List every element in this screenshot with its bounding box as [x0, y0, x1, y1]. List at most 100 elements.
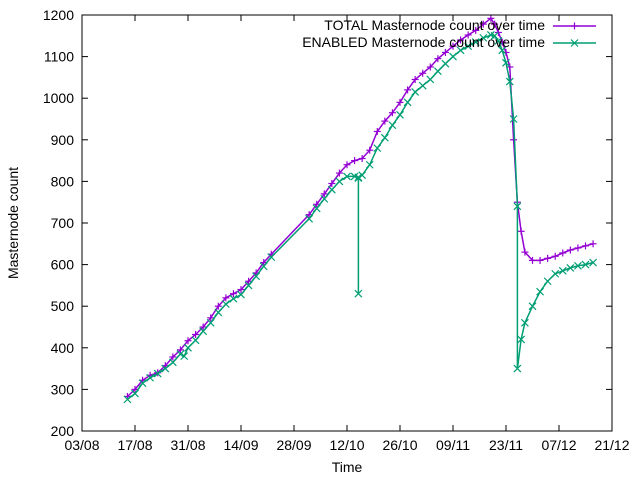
x-tick-label: 07/12: [541, 437, 576, 453]
data-point: [471, 38, 480, 46]
data-point: [229, 294, 238, 303]
data-point: [161, 364, 170, 373]
data-point: [191, 336, 200, 345]
data-point: [513, 202, 522, 211]
data-point: [543, 277, 552, 286]
data-point: [490, 31, 499, 40]
data-point: [559, 249, 567, 257]
data-point: [222, 294, 230, 302]
data-point: [589, 258, 597, 267]
data-point: [505, 77, 514, 86]
y-tick-label: 300: [51, 381, 75, 397]
data-point: [498, 46, 507, 55]
data-point: [528, 302, 537, 311]
data-point: [214, 302, 222, 310]
data-point: [388, 121, 397, 130]
data-point: [358, 171, 367, 180]
data-point: [354, 289, 363, 298]
x-tick-label: 12/10: [329, 437, 364, 453]
data-point: [237, 286, 245, 294]
data-point: [517, 335, 526, 344]
data-point: [176, 350, 185, 358]
data-point: [551, 269, 560, 278]
data-point: [536, 287, 544, 296]
x-tick-label: 23/11: [489, 437, 523, 453]
y-tick-label: 900: [51, 132, 75, 148]
data-point: [566, 246, 574, 254]
data-point: [373, 127, 381, 135]
x-tick-label: 14/09: [223, 437, 258, 453]
legend-marker: [570, 39, 579, 47]
data-point: [418, 81, 427, 90]
y-tick-label: 600: [51, 257, 75, 273]
data-point: [434, 55, 442, 63]
y-axis-label: Masternode count: [5, 167, 21, 279]
data-point: [373, 144, 382, 153]
data-point: [396, 110, 404, 119]
data-point: [491, 20, 499, 28]
data-point: [252, 272, 261, 281]
data-point: [558, 266, 567, 275]
data-point: [146, 373, 155, 382]
legend-sample-total: [553, 22, 596, 30]
data-point: [419, 69, 427, 77]
y-tick-label: 1100: [44, 49, 74, 65]
data-point: [184, 343, 192, 352]
data-point: [358, 155, 366, 163]
y-axis-ticks: 200 300 400 500 600 700 800 900 1000 1100 1200: [43, 7, 612, 439]
data-point: [351, 157, 359, 165]
data-point: [153, 369, 162, 378]
data-point: [457, 36, 465, 44]
data-point: [312, 204, 321, 213]
legend-marker: [571, 22, 578, 30]
data-point: [221, 300, 230, 309]
legend-label-total: TOTAL Masternode count over time: [324, 17, 545, 33]
data-point: [536, 256, 544, 264]
data-point: [214, 308, 223, 317]
x-axis-ticks: 03/08 17/08 31/08 14/09 28/09 12/10 26/10 09/11…: [64, 15, 630, 453]
data-point: [343, 172, 351, 181]
data-point: [244, 281, 253, 290]
data-point: [574, 244, 582, 252]
y-tick-label: 200: [51, 423, 75, 439]
data-point: [131, 389, 139, 398]
data-point: [517, 227, 525, 235]
data-point: [335, 177, 344, 186]
y-tick-label: 1200: [43, 7, 74, 23]
y-tick-label: 1000: [43, 90, 74, 106]
data-point: [404, 86, 412, 94]
data-point: [229, 290, 237, 298]
series-line: [126, 34, 594, 400]
data-point: [529, 256, 536, 264]
data-point: [582, 242, 589, 250]
data-point: [237, 290, 245, 299]
data-point: [199, 323, 207, 331]
data-point: [328, 179, 336, 187]
data-point: [426, 63, 434, 71]
data-point: [426, 75, 435, 84]
data-point: [335, 169, 343, 177]
x-tick-label: 28/09: [276, 437, 311, 453]
data-point: [180, 352, 189, 361]
series-enabled: [123, 31, 597, 404]
data-point: [396, 98, 404, 106]
x-tick-label: 21/12: [594, 437, 629, 453]
data-point: [513, 364, 522, 373]
data-point: [184, 337, 192, 345]
data-point: [574, 261, 582, 270]
data-point: [343, 161, 351, 169]
y-tick-label: 800: [51, 173, 75, 189]
series-layer: [123, 14, 597, 404]
data-point: [494, 28, 502, 36]
data-point: [449, 52, 457, 61]
legend: TOTAL Masternode count over time ENABLED…: [302, 17, 596, 50]
data-point: [544, 254, 552, 262]
data-point: [433, 67, 442, 76]
data-point: [267, 253, 276, 262]
x-tick-label: 31/08: [170, 437, 205, 453]
data-point: [192, 330, 200, 338]
data-point: [441, 59, 450, 68]
series-line: [126, 17, 594, 398]
data-point: [365, 160, 374, 169]
data-point: [441, 48, 449, 56]
